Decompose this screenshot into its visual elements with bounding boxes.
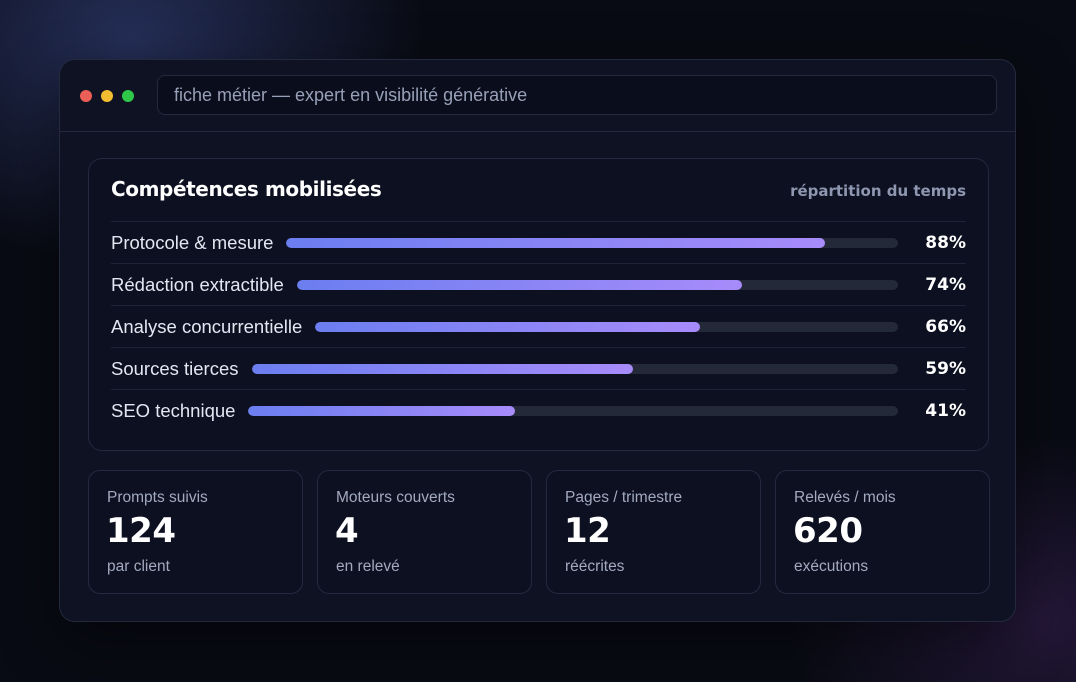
- skill-percent: 41%: [925, 400, 966, 421]
- skill-bar-fill: [251, 363, 633, 374]
- skill-bar-track: [315, 321, 898, 332]
- skill-percent: 59%: [925, 358, 966, 379]
- skill-bar-track: [286, 237, 898, 248]
- skill-bar-fill: [296, 279, 742, 290]
- skill-bar-track: [296, 279, 898, 290]
- skill-row-seo: SEO technique 41%: [111, 389, 966, 431]
- maximize-window-button[interactable]: [122, 90, 134, 102]
- skill-label: Analyse concurrentielle: [111, 315, 303, 337]
- minimize-window-button[interactable]: [101, 90, 113, 102]
- skill-label: Rédaction extractible: [111, 273, 284, 295]
- stat-value: 4: [335, 511, 359, 551]
- stat-value: 620: [793, 511, 863, 551]
- skill-bar-fill: [315, 321, 700, 332]
- skill-percent: 88%: [925, 232, 966, 253]
- stat-label: Relevés / mois: [794, 489, 896, 506]
- panel-subtitle: répartition du temps: [790, 182, 966, 200]
- stat-label: Prompts suivis: [107, 489, 208, 506]
- stat-note: exécutions: [794, 558, 869, 575]
- stat-label: Moteurs couverts: [336, 489, 455, 506]
- stat-note: en relevé: [336, 558, 400, 575]
- skill-row-sources: Sources tierces 59%: [111, 347, 966, 389]
- stat-card-pages: Pages / trimestre 12 réécrites: [546, 470, 761, 594]
- close-window-button[interactable]: [80, 90, 92, 102]
- stat-note: par client: [107, 558, 170, 575]
- skills-list: Protocole & mesure 88% Rédaction extract…: [111, 221, 966, 431]
- skill-bar-fill: [286, 237, 825, 248]
- skill-row-analyse: Analyse concurrentielle 66%: [111, 305, 966, 347]
- stat-card-engines: Moteurs couverts 4 en relevé: [317, 470, 532, 594]
- skill-bar-track: [248, 405, 898, 416]
- skill-row-protocole: Protocole & mesure 88%: [111, 221, 966, 263]
- skill-label: Protocole & mesure: [111, 231, 274, 253]
- skills-panel: Compétences mobilisées répartition du te…: [88, 158, 989, 451]
- stat-card-surveys: Relevés / mois 620 exécutions: [775, 470, 990, 594]
- stat-note: réécrites: [565, 558, 625, 575]
- stat-card-prompts: Prompts suivis 124 par client: [88, 470, 303, 594]
- skill-percent: 74%: [925, 274, 966, 295]
- skill-bar-track: [251, 363, 898, 374]
- stat-value: 124: [106, 511, 176, 551]
- skill-bar-fill: [248, 405, 515, 416]
- window-titlebar: fiche métier — expert en visibilité géné…: [60, 60, 1015, 132]
- skill-label: Sources tierces: [111, 357, 239, 379]
- skill-row-redaction: Rédaction extractible 74%: [111, 263, 966, 305]
- panel-title: Compétences mobilisées: [111, 177, 382, 201]
- address-bar[interactable]: fiche métier — expert en visibilité géné…: [157, 75, 997, 115]
- app-window: fiche métier — expert en visibilité géné…: [59, 59, 1016, 622]
- skill-label: SEO technique: [111, 399, 236, 421]
- stat-value: 12: [564, 511, 611, 551]
- stat-label: Pages / trimestre: [565, 489, 683, 506]
- skill-percent: 66%: [925, 316, 966, 337]
